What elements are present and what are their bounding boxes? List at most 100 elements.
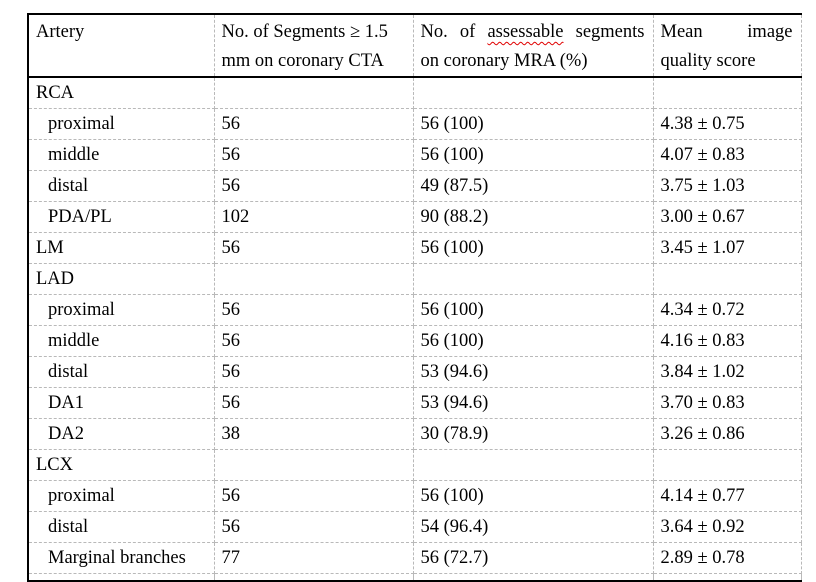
cell-quality-score[interactable]: 3.70 ± 0.83	[653, 387, 802, 419]
cell-quality-score[interactable]: 3.84 ± 1.02	[653, 356, 802, 388]
cell-mra-count[interactable]: 49 (87.5)	[413, 170, 654, 202]
cell-mra-count[interactable]: 56 (72.7)	[413, 542, 654, 574]
cell-quality-score[interactable]: 3.26 ± 0.86	[653, 418, 802, 450]
cell-quality-score[interactable]: 4.38 ± 0.75	[653, 108, 802, 140]
cell-mra-count[interactable]	[413, 449, 654, 481]
cell-artery[interactable]: DA1	[28, 387, 215, 419]
cell-quality-score[interactable]: 4.34 ± 0.72	[653, 294, 802, 326]
header-cta-line1: No. of Segments ≥ 1.5	[221, 22, 388, 42]
cell-cta-count[interactable]: 56	[214, 387, 414, 419]
cell-cta-count[interactable]: 56	[214, 139, 414, 171]
document-page: Artery No. of Segments ≥ 1.5 mm on coron…	[27, 13, 802, 582]
header-mra-prefix: No. of	[420, 22, 488, 42]
cell-mra-count[interactable]: 56 (100)	[413, 480, 654, 512]
cell-cta-count[interactable]: 56	[214, 480, 414, 512]
cell-cta-count[interactable]: 56	[214, 232, 414, 264]
spacer-cell	[28, 573, 215, 581]
cell-cta-count[interactable]: 56	[214, 511, 414, 543]
cell-artery[interactable]: Marginal branches	[28, 542, 215, 574]
cell-quality-score[interactable]: 3.64 ± 0.92	[653, 511, 802, 543]
cell-mra-count[interactable]: 56 (100)	[413, 232, 654, 264]
cell-artery[interactable]: RCA	[28, 77, 215, 109]
cell-artery[interactable]: distal	[28, 170, 215, 202]
table-header-row: Artery No. of Segments ≥ 1.5 mm on coron…	[28, 14, 802, 78]
cell-mra-count[interactable]: 56 (100)	[413, 294, 654, 326]
cell-cta-count[interactable]	[214, 77, 414, 109]
table-bottom-spacer	[28, 573, 802, 581]
cell-cta-count[interactable]: 56	[214, 325, 414, 357]
spacer-row	[28, 573, 802, 581]
cell-quality-score[interactable]: 3.45 ± 1.07	[653, 232, 802, 264]
cell-quality-score[interactable]	[653, 263, 802, 295]
cell-quality-score[interactable]	[653, 77, 802, 109]
cell-cta-count[interactable]: 56	[214, 170, 414, 202]
cell-artery[interactable]: PDA/PL	[28, 201, 215, 233]
table-row: middle 56 56 (100) 4.07 ± 0.83	[28, 139, 802, 171]
spacer-cell	[653, 573, 802, 581]
table-row: distal 56 49 (87.5) 3.75 ± 1.03	[28, 170, 802, 202]
cell-mra-count[interactable]: 90 (88.2)	[413, 201, 654, 233]
header-mra-line2: on coronary MRA (%)	[420, 51, 588, 71]
cell-artery[interactable]: distal	[28, 511, 215, 543]
cell-artery[interactable]: DA2	[28, 418, 215, 450]
cell-artery[interactable]: proximal	[28, 108, 215, 140]
table-row: distal 56 54 (96.4) 3.64 ± 0.92	[28, 511, 802, 543]
table-row: proximal 56 56 (100) 4.38 ± 0.75	[28, 108, 802, 140]
cell-quality-score[interactable]: 4.14 ± 0.77	[653, 480, 802, 512]
header-quality-line1: Mean image	[660, 22, 793, 42]
cell-artery[interactable]: middle	[28, 139, 215, 171]
cell-mra-count[interactable]	[413, 263, 654, 295]
spacer-cell	[214, 573, 414, 581]
cell-quality-score[interactable]: 3.75 ± 1.03	[653, 170, 802, 202]
cell-mra-count[interactable]: 53 (94.6)	[413, 356, 654, 388]
cell-quality-score[interactable]: 2.89 ± 0.78	[653, 542, 802, 574]
cell-mra-count[interactable]: 56 (100)	[413, 139, 654, 171]
cell-cta-count[interactable]: 56	[214, 294, 414, 326]
col-header-cta-segments[interactable]: No. of Segments ≥ 1.5 mm on coronary CTA	[214, 14, 414, 78]
cell-cta-count[interactable]: 102	[214, 201, 414, 233]
table-row: DA1 56 53 (94.6) 3.70 ± 0.83	[28, 387, 802, 419]
cell-cta-count[interactable]	[214, 449, 414, 481]
table-row: proximal 56 56 (100) 4.34 ± 0.72	[28, 294, 802, 326]
cell-artery[interactable]: proximal	[28, 294, 215, 326]
table-row: distal 56 53 (94.6) 3.84 ± 1.02	[28, 356, 802, 388]
table-row: LAD	[28, 263, 802, 295]
table-row: DA2 38 30 (78.9) 3.26 ± 0.86	[28, 418, 802, 450]
cell-mra-count[interactable]: 56 (100)	[413, 108, 654, 140]
cell-mra-count[interactable]: 53 (94.6)	[413, 387, 654, 419]
header-mra-suffix: segments	[563, 22, 645, 42]
cell-quality-score[interactable]: 4.16 ± 0.83	[653, 325, 802, 357]
header-mra-line1: No. of assessable segments	[421, 18, 645, 47]
cell-artery[interactable]: LCX	[28, 449, 215, 481]
cell-artery[interactable]: LM	[28, 232, 215, 264]
cell-mra-count[interactable]: 56 (100)	[413, 325, 654, 357]
cell-mra-count[interactable]: 54 (96.4)	[413, 511, 654, 543]
col-header-artery[interactable]: Artery	[28, 14, 215, 78]
cell-mra-count[interactable]	[413, 77, 654, 109]
table-row: LCX	[28, 449, 802, 481]
cell-cta-count[interactable]: 56	[214, 356, 414, 388]
cell-artery[interactable]: proximal	[28, 480, 215, 512]
cell-artery[interactable]: LAD	[28, 263, 215, 295]
col-header-mra-segments[interactable]: No. of assessable segments on coronary M…	[413, 14, 654, 78]
cell-quality-score[interactable]: 3.00 ± 0.67	[653, 201, 802, 233]
cell-cta-count[interactable]: 38	[214, 418, 414, 450]
cell-cta-count[interactable]: 77	[214, 542, 414, 574]
cell-artery[interactable]: distal	[28, 356, 215, 388]
table-row: middle 56 56 (100) 4.16 ± 0.83	[28, 325, 802, 357]
table-body: RCA proximal 56 56 (100) 4.38 ± 0.75 middle 56…	[28, 77, 802, 574]
table-row: proximal 56 56 (100) 4.14 ± 0.77	[28, 480, 802, 512]
table-row: PDA/PL 102 90 (88.2) 3.00 ± 0.67	[28, 201, 802, 233]
spacer-cell	[413, 573, 654, 581]
cell-mra-count[interactable]: 30 (78.9)	[413, 418, 654, 450]
header-quality-line2: quality score	[660, 51, 756, 71]
misspelled-word: assessable	[487, 22, 564, 42]
cell-cta-count[interactable]: 56	[214, 108, 414, 140]
cell-artery[interactable]: middle	[28, 325, 215, 357]
col-header-quality-score[interactable]: Mean image quality score	[653, 14, 802, 78]
cell-quality-score[interactable]: 4.07 ± 0.83	[653, 139, 802, 171]
table-row: LM 56 56 (100) 3.45 ± 1.07	[28, 232, 802, 264]
table-row: Marginal branches 77 56 (72.7) 2.89 ± 0.78	[28, 542, 802, 574]
cell-quality-score[interactable]	[653, 449, 802, 481]
cell-cta-count[interactable]	[214, 263, 414, 295]
